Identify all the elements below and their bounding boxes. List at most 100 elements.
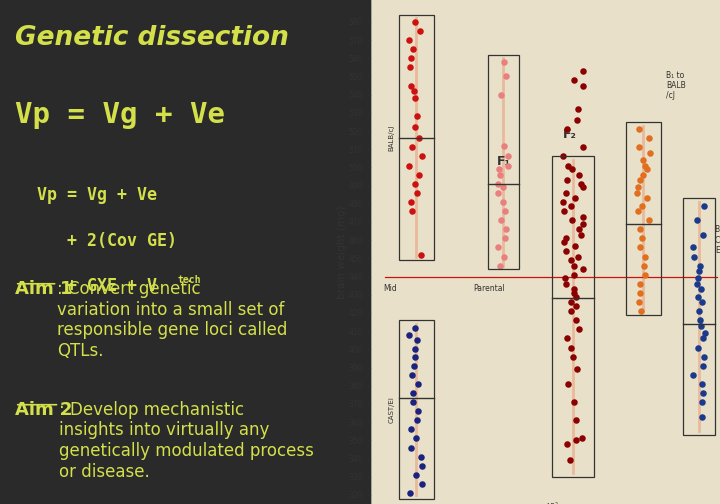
Point [688,253,700,261]
Point [413,407,424,415]
Point [575,180,587,188]
Point [495,91,507,99]
Point [695,285,706,293]
Point [415,453,426,461]
Point [408,87,420,95]
Point [411,336,423,344]
Point [495,216,506,224]
Point [409,18,420,26]
Point [572,105,584,113]
Point [698,353,709,361]
Text: BALB/cJ: BALB/cJ [389,125,395,152]
Point [577,82,589,90]
Point [639,262,650,270]
Point [408,45,419,53]
Point [406,207,418,215]
Text: tech: tech [178,275,202,285]
Point [414,27,426,35]
Point [571,301,582,309]
Point [636,234,647,242]
Text: B₁ to
BALB
/cJ: B₁ to BALB /cJ [666,71,685,100]
Point [557,152,569,160]
Bar [487,54,519,269]
Point [639,253,651,261]
Point [572,116,583,124]
Point [570,416,582,424]
Text: : Develop mechanistic
insights into virtually any
genetically modulated process
: : Develop mechanistic insights into virt… [59,401,314,481]
Point [575,231,587,239]
Point [698,231,709,239]
Point [639,271,650,279]
Point [561,334,572,342]
Point [568,262,580,270]
Point [410,324,421,332]
Point [639,162,651,170]
Point [693,307,705,315]
Bar [399,320,433,498]
Bar [399,15,433,260]
Point [577,265,588,273]
Point [566,256,577,264]
Point [570,436,582,445]
Point [569,285,580,293]
Point [565,307,577,315]
Point [559,238,570,246]
Point [562,176,573,184]
Point [570,195,581,203]
Point [569,76,580,84]
Point [402,36,414,44]
Point [413,171,425,179]
Point [572,253,584,261]
Point [409,180,420,188]
Point [562,125,573,133]
Point [408,362,419,370]
Point [634,225,645,233]
Point [698,202,710,210]
Point [568,289,580,297]
Point [408,389,419,397]
Point [634,298,645,306]
Point [693,267,705,275]
Point [570,292,582,300]
Point [634,280,645,288]
Text: Mid: Mid [383,284,397,293]
Point [404,64,415,72]
Point [565,344,577,352]
Point [642,165,653,173]
Point [492,189,503,197]
Point [561,440,572,448]
Point [415,250,426,259]
Text: B₁ to
CAST/
Ei: B₁ to CAST/ Ei [715,225,720,255]
Point [411,416,423,424]
Point [572,365,583,373]
Text: CAST/Ei: CAST/Ei [389,396,395,423]
Point [577,143,589,151]
Point [566,216,577,224]
Point [498,198,509,206]
Text: + GXE + V: + GXE + V [67,277,157,295]
Point [568,271,580,279]
Point [638,171,649,179]
Point [405,444,417,452]
Point [499,234,510,242]
Point [561,247,572,255]
Point [570,316,582,324]
Point [565,202,577,210]
Point [577,213,589,221]
Point [693,292,704,300]
Point [577,67,589,75]
Point [643,216,654,224]
Point [405,425,416,433]
Text: : Convert genetic
variation into a small set of
responsible gene loci called
QTL: : Convert genetic variation into a small… [58,280,288,360]
Point [576,434,588,443]
Point [562,380,574,388]
Point [411,189,423,197]
Point [409,353,420,361]
Point [404,489,415,497]
Point [500,225,511,233]
Point [492,180,503,188]
Point [561,234,572,242]
Text: Aim 1: Aim 1 [15,280,72,298]
Point [691,280,703,288]
Text: Vp = Vg + Ve: Vp = Vg + Ve [15,101,225,129]
